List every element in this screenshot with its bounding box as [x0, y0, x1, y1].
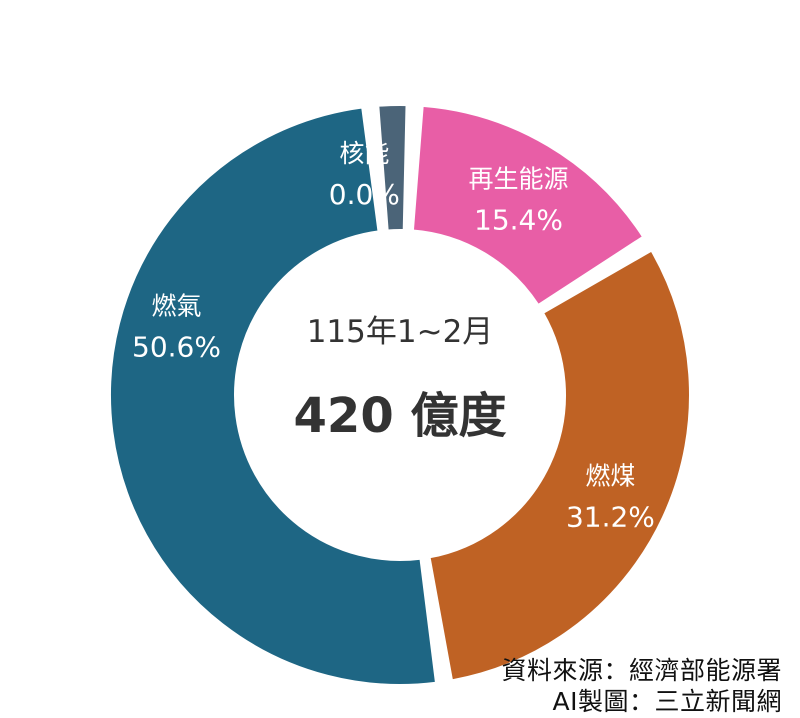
donut-slice	[428, 249, 691, 682]
slice-name-label: 再生能源	[468, 165, 568, 194]
data-source-text: 資料來源：經濟部能源署	[501, 656, 782, 685]
center-period-label: 115年1~2月	[307, 314, 494, 350]
slice-percent-label: 15.4%	[474, 204, 563, 237]
slice-name-label: 核能	[339, 139, 389, 168]
slice-name-label: 燃氣	[151, 291, 201, 320]
slice-labels: 核能 0.0% 再生能源 15.4% 燃煤 31.2% 燃氣 50.6%	[132, 139, 655, 534]
slice-percent-label: 0.0%	[329, 178, 400, 211]
chart-credit-text: AI製圖：三立新聞網	[552, 687, 782, 716]
donut-slice	[108, 106, 437, 686]
slice-percent-label: 50.6%	[132, 330, 221, 363]
donut-slice	[411, 104, 645, 306]
donut-slices	[108, 104, 691, 686]
slice-percent-label: 31.2%	[566, 501, 655, 534]
donut-slice	[377, 104, 408, 232]
slice-name-label: 燃煤	[585, 462, 635, 491]
center-total-value: 420 億度	[294, 388, 507, 444]
